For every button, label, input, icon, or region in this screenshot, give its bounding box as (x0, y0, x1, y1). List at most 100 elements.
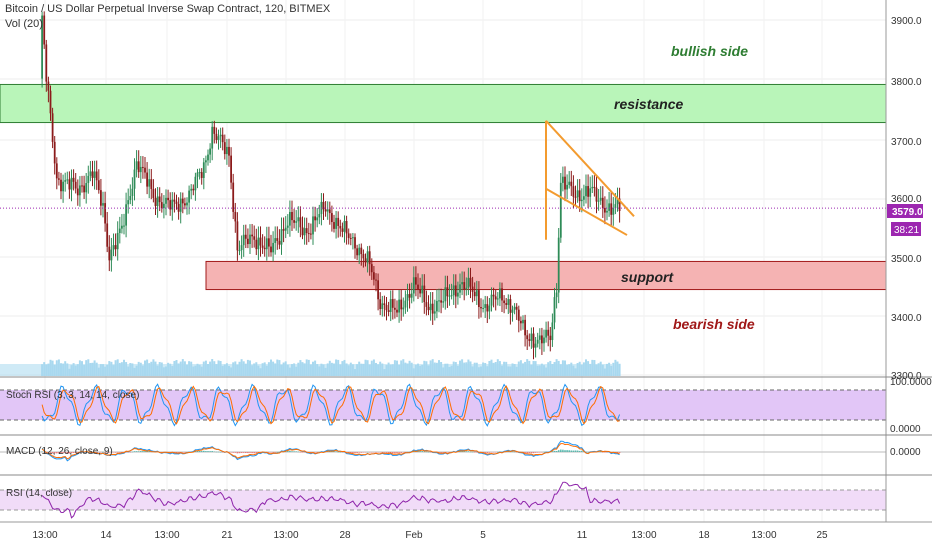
macd-histogram-bar (373, 452, 375, 453)
candle-body (303, 228, 306, 236)
candle-body (356, 248, 358, 256)
rsi-label[interactable]: RSI (14, close) (6, 488, 73, 499)
bullish-side-label: bullish side (671, 43, 749, 59)
candle-body (181, 198, 184, 204)
chart-title[interactable]: Bitcoin / US Dollar Perpetual Inverse Sw… (5, 3, 331, 15)
macd-histogram-bar (377, 452, 379, 453)
macd-histogram-bar (299, 452, 302, 453)
volume-indicator-label[interactable]: Vol (20) (5, 18, 43, 30)
candle-body (404, 300, 407, 308)
candle-body (87, 175, 90, 184)
macd-histogram-bar (131, 451, 134, 453)
macd-histogram-bar (385, 452, 388, 453)
macd-histogram-bar (203, 450, 205, 452)
candle-body (51, 113, 54, 142)
candle-body (587, 186, 589, 197)
macd-histogram-bar (110, 452, 113, 453)
candle-body (318, 214, 321, 218)
candle-body (253, 236, 256, 240)
candle-body (570, 181, 573, 187)
candle-body (597, 200, 600, 202)
price-axis[interactable]: 3900.0 3800.0 3700.0 3600.0 3500.0 3400.… (891, 16, 922, 382)
candle-body (165, 197, 167, 204)
candle-body (448, 295, 451, 297)
macd-histogram-bar (198, 450, 201, 452)
macd-histogram-bar (144, 451, 146, 452)
macd-histogram-bar (606, 452, 608, 453)
price-tick: 3600.0 (891, 194, 922, 205)
candle-body (125, 204, 127, 226)
candle-body (209, 148, 211, 155)
macd-histogram-bar (129, 452, 132, 453)
macd-histogram-bar (64, 452, 66, 453)
macd-histogram-bar (316, 452, 318, 453)
macd-histogram-bar (402, 452, 405, 453)
candle-body (589, 188, 592, 197)
macd-histogram-bar (511, 451, 514, 453)
volume-fill (0, 364, 612, 376)
candle-body (228, 146, 230, 156)
candle-body (251, 234, 253, 237)
candle-body (431, 303, 434, 314)
rsi-panel (0, 481, 886, 519)
candle-body (398, 299, 400, 313)
macd-histogram-bar (568, 450, 570, 452)
candle-body (595, 187, 598, 202)
candle-body (146, 172, 148, 187)
candle-body (60, 179, 62, 192)
candle-body (70, 177, 73, 190)
macd-histogram-bar (551, 451, 554, 452)
rsi-line (41, 481, 621, 519)
macd-histogram-bar (578, 450, 581, 452)
candle-body (538, 335, 541, 340)
macd-histogram-bar (379, 452, 381, 453)
candle-body (433, 311, 436, 314)
candle-body (333, 222, 335, 229)
macd-histogram-bar (358, 452, 360, 453)
price-tick: 3500.0 (891, 254, 922, 265)
candle-body (263, 247, 266, 250)
macd-histogram-bar (58, 452, 60, 454)
candle-body (255, 239, 258, 250)
macd-histogram-bar (215, 451, 218, 453)
candle-body (574, 196, 577, 198)
candle-body (242, 234, 245, 246)
candle-body (337, 217, 340, 226)
candle-body (127, 200, 130, 205)
candle-body (503, 300, 505, 304)
candle-body (486, 304, 489, 312)
candle-body (370, 264, 373, 273)
stoch-rsi-label[interactable]: Stoch RSI (3, 3, 14, 14, close) (6, 390, 140, 401)
macd-label[interactable]: MACD (12, 26, close, 9) (6, 446, 113, 457)
candle-body (557, 237, 560, 293)
candle-body (553, 297, 556, 323)
macd-histogram-bar (396, 452, 398, 454)
macd-histogram-bar (66, 452, 69, 454)
candle-body (347, 233, 350, 238)
macd-signal-line (41, 443, 620, 460)
macd-histogram-bar (142, 451, 144, 452)
time-axis[interactable]: 13:00 14 13:00 21 13:00 28 Feb 5 11 13:0… (32, 530, 828, 541)
macd-histogram-bar (398, 452, 400, 453)
macd-histogram-bar (335, 451, 337, 452)
candle-body (234, 211, 237, 222)
macd-histogram-bar (494, 452, 497, 453)
candle-body (457, 292, 459, 297)
candle-body (190, 188, 193, 191)
current-price-badge: 3579.0 38:21 (887, 204, 923, 236)
candle-body (375, 279, 377, 281)
candle-body (249, 234, 251, 245)
time-tick: 25 (816, 530, 828, 541)
candle-body (381, 303, 384, 310)
candle-body (446, 287, 449, 297)
volume-bar (614, 359, 617, 376)
macd-histogram-bar (587, 451, 589, 453)
candle-body (478, 290, 480, 308)
macd-histogram-bar (532, 452, 535, 454)
candle-body (459, 284, 461, 293)
macd-histogram-bar (116, 452, 119, 453)
candle-body (379, 299, 382, 310)
candle-body (427, 306, 430, 311)
time-tick: 11 (577, 530, 588, 541)
